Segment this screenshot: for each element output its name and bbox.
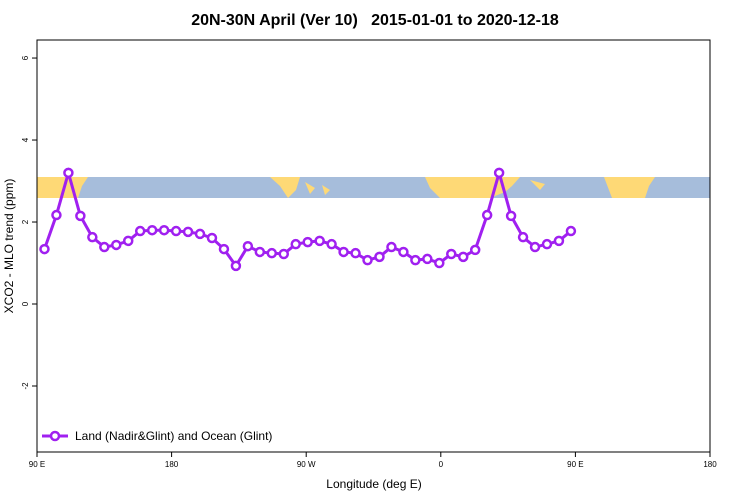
data-point [398, 246, 409, 258]
data-point [290, 238, 301, 250]
data-point [338, 246, 349, 258]
data-point [194, 228, 206, 240]
data-point [87, 231, 98, 243]
y-tick-label: 0 [21, 301, 30, 306]
data-point [170, 225, 182, 237]
data-point [517, 231, 529, 243]
data-point [218, 243, 230, 255]
data-point [362, 254, 373, 266]
data-point [158, 224, 170, 236]
data-point [134, 225, 146, 237]
legend-marker [49, 430, 61, 442]
data-point [242, 240, 254, 252]
data-point [63, 167, 74, 179]
data-point [553, 235, 565, 247]
x-tick-label: 90 W [297, 460, 316, 469]
data-point [302, 236, 313, 248]
y-axis-label: XCO2 - MLO trend (ppm) [2, 179, 16, 314]
data-point [230, 260, 242, 272]
y-tick-label: 4 [21, 137, 30, 142]
data-point [386, 241, 397, 253]
data-point [278, 248, 290, 260]
data-point [541, 238, 553, 250]
data-point [410, 254, 421, 266]
data-point [122, 235, 134, 247]
x-tick-label: 0 [439, 460, 444, 469]
data-point [266, 247, 278, 259]
data-point [350, 247, 361, 259]
data-point [374, 251, 385, 263]
data-point [565, 225, 577, 237]
data-point [111, 239, 122, 251]
y-tick-label: -2 [21, 382, 30, 390]
x-tick-label: 90 E [567, 460, 583, 469]
data-point [206, 232, 218, 244]
data-point [457, 251, 469, 263]
data-point [529, 241, 541, 253]
data-point [314, 235, 325, 247]
map-strip [37, 177, 710, 198]
data-point [505, 210, 517, 222]
data-point [51, 209, 62, 221]
data-point [469, 244, 481, 256]
data-point [254, 246, 266, 258]
data-point [434, 257, 445, 269]
x-tick-label: 180 [703, 460, 717, 469]
x-axis-label: Longitude (deg E) [326, 477, 421, 491]
x-tick-label: 180 [165, 460, 179, 469]
data-point [146, 224, 158, 236]
y-tick-label: 2 [21, 219, 30, 224]
data-point [422, 253, 433, 265]
data-point [75, 210, 86, 222]
y-tick-label: 6 [21, 55, 30, 60]
x-tick-label: 90 E [29, 460, 45, 469]
data-point [99, 241, 110, 253]
plot-frame [36, 39, 711, 453]
data-point [493, 167, 505, 179]
data-point [39, 243, 50, 255]
data-point [446, 248, 457, 260]
legend-label: Land (Nadir&Glint) and Ocean (Glint) [75, 429, 272, 443]
data-point [326, 238, 337, 250]
data-point [182, 226, 194, 238]
data-point [481, 209, 493, 221]
chart-title: 20N-30N April (Ver 10) 2015-01-01 to 202… [191, 12, 559, 29]
